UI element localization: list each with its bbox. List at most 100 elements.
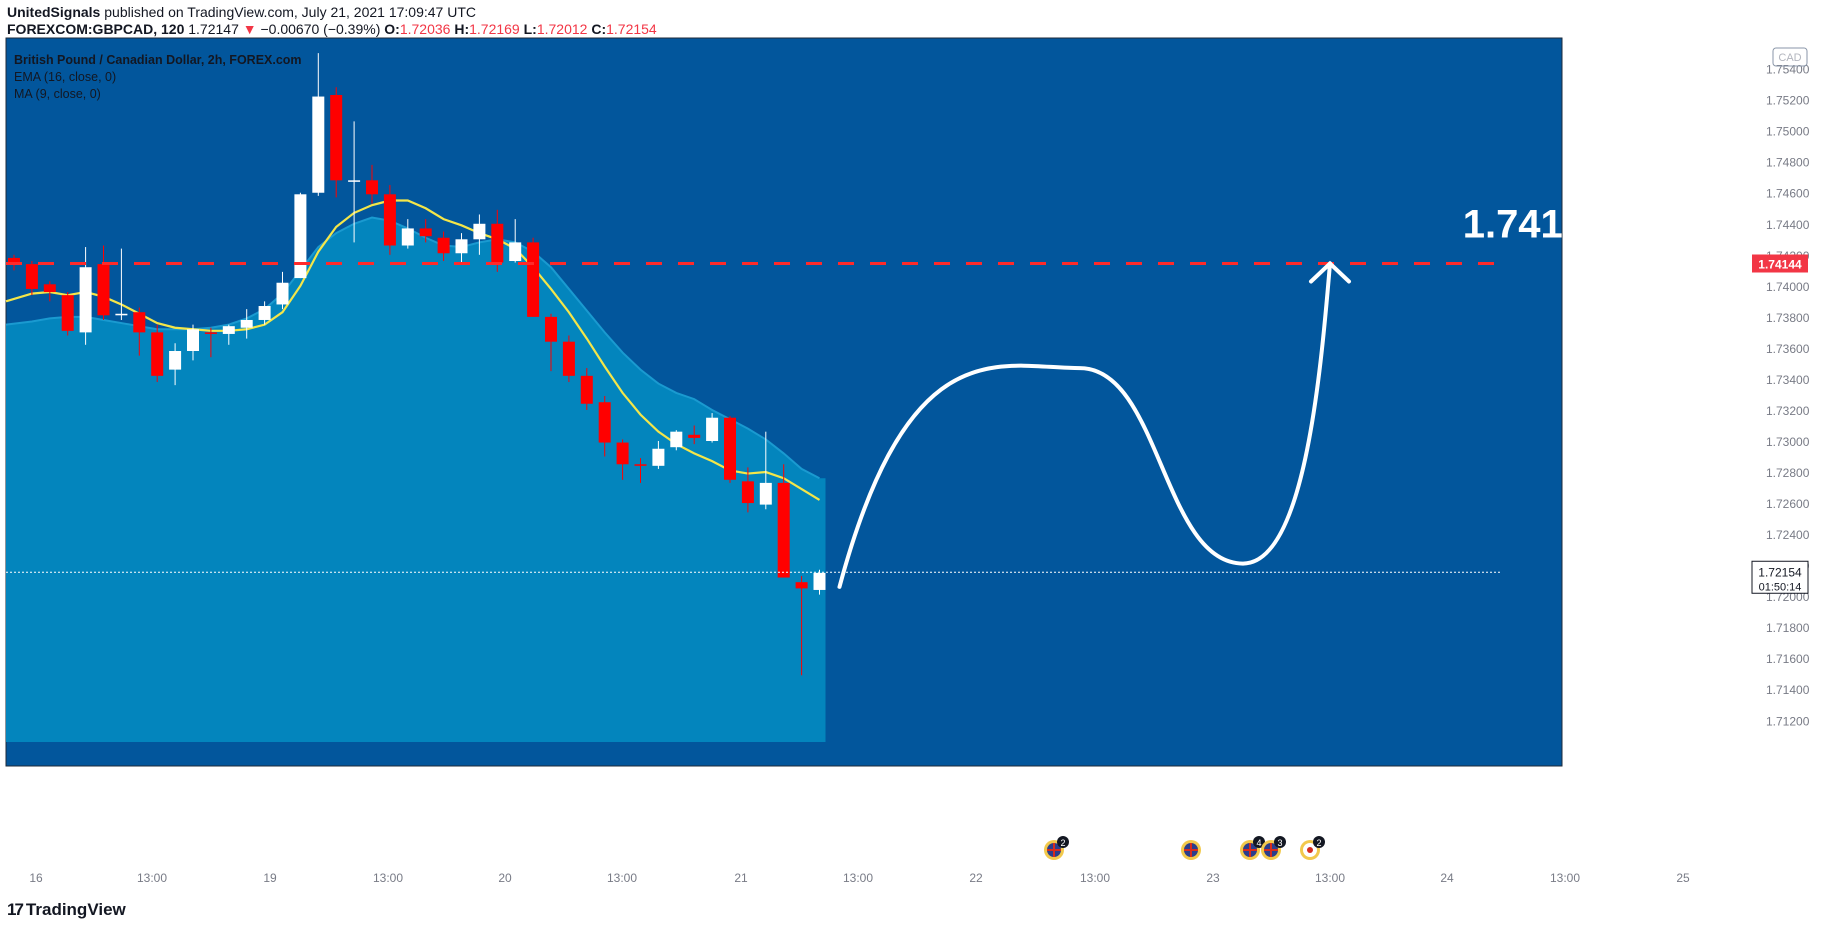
change-arrow-icon: ▼ xyxy=(242,21,257,37)
x-tick-label: 13:00 xyxy=(607,871,637,885)
candle-body[interactable] xyxy=(222,326,235,334)
tradingview-logo-icon: 17 xyxy=(7,900,24,919)
event-marker[interactable]: 2 xyxy=(1300,836,1325,860)
candle-body[interactable] xyxy=(509,242,522,262)
candle-body[interactable] xyxy=(580,375,593,404)
y-tick-label: 1.72600 xyxy=(1766,497,1810,511)
maple-leaf-icon xyxy=(1307,847,1313,853)
candle-body[interactable] xyxy=(187,329,199,352)
candle-body[interactable] xyxy=(240,319,253,328)
x-tick-label: 23 xyxy=(1206,871,1220,885)
candle-body[interactable] xyxy=(97,264,110,316)
bar-countdown: 01:50:14 xyxy=(1759,581,1802,593)
candle-body[interactable] xyxy=(652,448,665,466)
candle-body[interactable] xyxy=(348,180,361,182)
candle-body[interactable] xyxy=(545,316,557,342)
candle-body[interactable] xyxy=(169,351,182,370)
x-tick-label: 24 xyxy=(1440,871,1454,885)
ema-line xyxy=(5,199,821,501)
candle-body[interactable] xyxy=(61,295,74,331)
x-tick-label: 20 xyxy=(498,871,512,885)
publication-line: UnitedSignals published on TradingView.c… xyxy=(7,4,476,20)
projection-curve[interactable] xyxy=(837,261,1332,589)
y-tick-label: 1.71400 xyxy=(1766,683,1810,697)
candle-body[interactable] xyxy=(777,482,790,578)
candle-body[interactable] xyxy=(634,464,647,466)
legend-ma[interactable]: MA (9, close, 0) xyxy=(14,87,101,101)
candle-body[interactable] xyxy=(706,417,719,441)
author-name[interactable]: UnitedSignals xyxy=(7,4,101,20)
currency-badge[interactable] xyxy=(1772,47,1808,67)
x-tick-label: 13:00 xyxy=(1550,871,1580,885)
candle-body[interactable] xyxy=(276,282,289,305)
ma-line xyxy=(5,216,820,480)
event-count: 4 xyxy=(1256,838,1261,848)
x-tick-label: 22 xyxy=(969,871,983,885)
projection-arrowhead-icon xyxy=(1309,260,1351,284)
event-marker[interactable] xyxy=(1181,840,1201,860)
candle-body[interactable] xyxy=(43,284,56,293)
candle-body[interactable] xyxy=(419,228,432,237)
candle-body[interactable] xyxy=(813,572,826,590)
y-tick-label: 1.74400 xyxy=(1766,218,1810,232)
candle-body[interactable] xyxy=(312,96,325,193)
published-text: published on TradingView.com, July 21, 2… xyxy=(100,4,477,20)
y-tick-label: 1.73600 xyxy=(1766,342,1810,356)
candle-body[interactable] xyxy=(616,442,629,465)
y-tick-label: 1.71800 xyxy=(1766,621,1810,635)
candle-body[interactable] xyxy=(527,242,540,317)
candle-body[interactable] xyxy=(258,306,271,320)
last-price: 1.72147 xyxy=(188,21,239,37)
candle-body[interactable] xyxy=(330,94,343,181)
candle-body[interactable] xyxy=(115,313,128,316)
candle-body[interactable] xyxy=(401,228,414,246)
y-tick-label: 1.73800 xyxy=(1766,311,1810,325)
candle-body[interactable] xyxy=(759,482,772,505)
candle-body[interactable] xyxy=(473,223,486,240)
y-tick-label: 1.74000 xyxy=(1766,280,1810,294)
event-count: 2 xyxy=(1060,838,1065,848)
candle-body[interactable] xyxy=(670,431,683,448)
event-count: 3 xyxy=(1277,838,1282,848)
candle-body[interactable] xyxy=(383,194,396,246)
x-tick-label: 13:00 xyxy=(373,871,403,885)
x-tick-label: 13:00 xyxy=(137,871,167,885)
legend-ema[interactable]: EMA (16, close, 0) xyxy=(14,70,116,84)
candle-body[interactable] xyxy=(366,180,378,195)
candle-body[interactable] xyxy=(133,312,146,333)
candle-body[interactable] xyxy=(79,267,92,333)
event-marker[interactable]: 2 xyxy=(1044,836,1069,860)
y-tick-label: 1.75000 xyxy=(1766,125,1810,139)
candle-body[interactable] xyxy=(598,402,611,443)
y-tick-label: 1.73400 xyxy=(1766,373,1810,387)
last-price-tag xyxy=(1751,560,1809,594)
tradingview-logo[interactable]: 17 TradingView xyxy=(7,900,126,920)
candle-body[interactable] xyxy=(688,434,701,438)
y-tick-label: 1.74800 xyxy=(1766,156,1810,170)
candle-body[interactable] xyxy=(151,332,164,376)
candle-body[interactable] xyxy=(795,582,808,589)
candle-body[interactable] xyxy=(25,264,38,289)
y-tick-label: 1.75200 xyxy=(1766,94,1810,108)
candle-body[interactable] xyxy=(437,237,450,254)
y-tick-label: 1.71600 xyxy=(1766,652,1810,666)
candle-body[interactable] xyxy=(294,194,307,279)
last-price-label: 1.72154 xyxy=(1758,565,1802,579)
candle-body[interactable] xyxy=(204,332,217,334)
high-value: 1.72169 xyxy=(469,21,520,37)
candle-body[interactable] xyxy=(8,257,20,263)
event-count: 2 xyxy=(1316,838,1321,848)
event-marker[interactable]: 3 xyxy=(1261,836,1286,860)
x-tick-label: 13:00 xyxy=(1080,871,1110,885)
candle-body[interactable] xyxy=(741,481,754,504)
open-value: 1.72036 xyxy=(399,21,451,37)
x-tick-label: 13:00 xyxy=(1315,871,1345,885)
event-marker[interactable]: 4 xyxy=(1240,836,1265,860)
candle-body[interactable] xyxy=(491,223,504,263)
low-value: 1.72012 xyxy=(536,21,588,37)
candle-body[interactable] xyxy=(455,239,468,254)
candle-body[interactable] xyxy=(724,417,736,480)
candle-body[interactable] xyxy=(562,341,575,376)
legend-title[interactable]: British Pound / Canadian Dollar, 2h, FOR… xyxy=(14,53,302,67)
